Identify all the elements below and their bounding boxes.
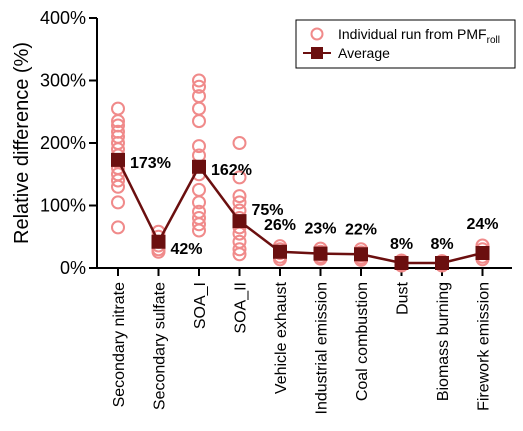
legend-individual-label: Individual run from PMFroll bbox=[338, 26, 500, 46]
x-tick-label: Coal combustion bbox=[354, 282, 371, 401]
individual-run-point bbox=[192, 79, 206, 94]
individual-run-point bbox=[232, 189, 247, 204]
x-tick-label: Dust bbox=[395, 281, 412, 314]
individual-run-point bbox=[111, 114, 125, 129]
y-tick-label: 100% bbox=[40, 196, 86, 216]
average-data-label: 75% bbox=[252, 202, 284, 219]
average-data-label: 8% bbox=[430, 236, 453, 253]
x-tick-label: Biomass burning bbox=[435, 282, 452, 401]
individual-run-point bbox=[192, 217, 206, 232]
y-axis: 0% 100% 200% 300% 400% Relative difference (… bbox=[11, 8, 98, 278]
y-tick-label: 400% bbox=[40, 8, 86, 28]
average-marker bbox=[232, 214, 247, 229]
average-data-label: 42% bbox=[171, 241, 203, 258]
y-tick-label: 300% bbox=[40, 71, 86, 91]
legend: Individual run from PMFroll Average bbox=[295, 19, 516, 69]
average-marker bbox=[192, 159, 206, 174]
x-ticks: Secondary nitrate Secondary sulfate SOA_I S… bbox=[111, 268, 493, 415]
x-tick-label: Secondary nitrate bbox=[111, 282, 128, 408]
average-series bbox=[111, 152, 490, 270]
x-tick-label: Industrial emission bbox=[314, 282, 331, 415]
individual-run-point bbox=[111, 101, 125, 116]
average-data-label: 22% bbox=[345, 221, 377, 238]
average-marker bbox=[354, 247, 368, 262]
x-tick-label: SOA_II bbox=[233, 282, 250, 334]
legend-individual-marker bbox=[310, 27, 324, 41]
average-marker bbox=[435, 256, 449, 270]
data-labels: 173% 42% 162% 75%26% 23% 22% 8% 8% 24% bbox=[130, 155, 499, 258]
y-tick-label: 200% bbox=[40, 133, 86, 153]
legend-average-label: Average bbox=[338, 45, 390, 61]
individual-run-point bbox=[192, 101, 206, 116]
average-data-label: 162% bbox=[211, 162, 252, 179]
legend-box bbox=[295, 19, 516, 69]
average-data-label: 26% bbox=[264, 217, 296, 234]
y-tick-label: 0% bbox=[60, 258, 86, 278]
average-data-label: 23% bbox=[304, 221, 336, 238]
y-ticks: 0% 100% 200% 300% 400% bbox=[40, 8, 97, 278]
x-tick-label: Firework emission bbox=[476, 282, 493, 411]
x-tick-label: SOA_I bbox=[192, 282, 209, 329]
average-marker bbox=[313, 246, 328, 261]
legend-individual-main: Individual run from PMF bbox=[338, 26, 487, 42]
individual-run-point bbox=[192, 182, 206, 197]
y-axis-label: Relative difference (%) bbox=[11, 42, 33, 244]
individual-run-point bbox=[192, 114, 206, 129]
individual-run-point bbox=[232, 242, 247, 257]
average-line bbox=[116, 159, 483, 265]
legend-individual-subscript: roll bbox=[487, 35, 500, 46]
individual-run-point bbox=[111, 220, 125, 235]
individual-run-point bbox=[192, 223, 206, 238]
x-tick-label: Secondary sulfate bbox=[152, 282, 169, 410]
average-marker bbox=[394, 256, 409, 270]
average-marker bbox=[475, 246, 490, 260]
individual-run-point bbox=[111, 195, 125, 210]
average-marker bbox=[111, 152, 125, 167]
individual-run-point bbox=[192, 139, 206, 154]
individual-run-point bbox=[111, 179, 125, 194]
individual-run-point bbox=[232, 136, 247, 150]
individual-run-point bbox=[192, 73, 206, 88]
x-axis: Secondary nitrate Secondary sulfate SOA_I S… bbox=[96, 267, 512, 415]
average-marker bbox=[151, 234, 166, 249]
individual-run-point bbox=[232, 195, 247, 210]
individual-run-point bbox=[232, 170, 247, 185]
average-data-label: 173% bbox=[130, 155, 171, 172]
average-marker bbox=[273, 244, 287, 259]
legend-average-marker bbox=[311, 47, 323, 59]
x-tick-label: Vehicle exhaust bbox=[273, 281, 290, 394]
average-data-label: 8% bbox=[390, 236, 413, 253]
individual-run-point bbox=[232, 247, 247, 262]
individual-run-point bbox=[192, 195, 206, 210]
individual-run-point bbox=[111, 173, 125, 188]
average-data-label: 24% bbox=[466, 216, 498, 233]
